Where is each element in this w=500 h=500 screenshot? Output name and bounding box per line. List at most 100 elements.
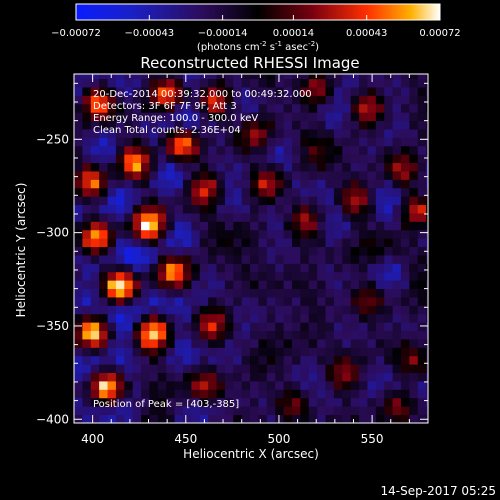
heatmap-cell: [124, 145, 134, 155]
heatmap-cell: [82, 74, 92, 80]
heatmap-cell: [400, 229, 410, 239]
heatmap-cell: [74, 406, 83, 415]
heatmap-cell: [317, 103, 326, 113]
heatmap-cell: [266, 120, 276, 130]
heatmap-cell: [317, 406, 326, 415]
heatmap-cell: [82, 112, 92, 122]
heatmap-cell: [241, 322, 251, 332]
heatmap-cell: [107, 87, 117, 96]
heatmap-cell: [417, 95, 427, 105]
heatmap-cell: [132, 95, 142, 105]
heatmap-cell: [384, 87, 393, 96]
heatmap-cell: [115, 297, 125, 306]
heatmap-cell: [166, 179, 176, 189]
heatmap-cell: [426, 372, 429, 382]
heatmap-cell: [250, 238, 259, 248]
heatmap-cell: [166, 74, 176, 80]
heatmap-cell: [141, 78, 150, 88]
heatmap-cell: [392, 297, 402, 306]
heatmap-cell: [342, 347, 352, 357]
heatmap-cell: [141, 120, 150, 130]
heatmap-cell: [291, 271, 301, 281]
heatmap-cell: [275, 322, 284, 332]
heatmap-cell: [90, 347, 100, 357]
heatmap-cell: [275, 154, 284, 164]
heatmap-cell: [224, 196, 234, 206]
heatmap-cell: [350, 95, 360, 105]
heatmap-cell: [342, 355, 352, 365]
heatmap-cell: [74, 171, 83, 180]
heatmap-cell: [291, 120, 301, 130]
heatmap-cell: [359, 406, 368, 415]
heatmap-cell: [359, 196, 368, 206]
heatmap-cell: [233, 372, 243, 382]
heatmap-cell: [115, 271, 125, 281]
heatmap-cell: [224, 204, 234, 214]
heatmap-cell: [141, 95, 150, 105]
heatmap-cell: [342, 213, 352, 222]
heatmap-cell: [384, 297, 393, 306]
heatmap-cell: [375, 355, 385, 365]
heatmap-cell: [99, 364, 108, 374]
heatmap-cell: [182, 238, 192, 248]
heatmap-cell: [141, 297, 150, 306]
heatmap-cell: [342, 78, 352, 88]
heatmap-cell: [233, 221, 243, 231]
heatmap-cell: [166, 112, 176, 122]
heatmap-cell: [342, 103, 352, 113]
heatmap-cell: [82, 179, 92, 189]
heatmap-cell: [275, 179, 284, 189]
heatmap-cell: [409, 305, 419, 315]
heatmap-cell: [392, 389, 402, 399]
heatmap-cell: [384, 347, 393, 357]
heatmap-cell: [367, 305, 377, 315]
heatmap-cell: [149, 397, 159, 407]
heatmap-cell: [107, 74, 117, 80]
heatmap-cell: [107, 414, 117, 424]
heatmap-cell: [291, 364, 301, 374]
heatmap-cell: [157, 372, 167, 382]
heatmap-cell: [392, 171, 402, 180]
heatmap-cell: [174, 78, 184, 88]
heatmap-cell: [182, 297, 192, 306]
heatmap-cell: [275, 187, 284, 197]
heatmap-cell: [350, 322, 360, 332]
heatmap-cell: [182, 364, 192, 374]
heatmap-cell: [409, 129, 419, 138]
heatmap-cell: [157, 154, 167, 164]
heatmap-cell: [174, 305, 184, 315]
heatmap-cell: [258, 372, 268, 382]
heatmap-cell: [224, 112, 234, 122]
heatmap-cell: [392, 263, 402, 273]
heatmap-cell: [182, 288, 192, 298]
heatmap-cell: [317, 414, 326, 424]
heatmap-cell: [266, 129, 276, 138]
heatmap-cell: [384, 406, 393, 415]
heatmap-cell: [191, 171, 201, 180]
heatmap-cell: [99, 112, 108, 122]
heatmap-cell: [233, 355, 243, 365]
heatmap-cell: [99, 204, 108, 214]
heatmap-cell: [132, 103, 142, 113]
heatmap-cell: [275, 297, 284, 306]
heatmap-cell: [208, 355, 217, 365]
heatmap-cell: [166, 78, 176, 88]
heatmap-cell: [350, 280, 360, 290]
heatmap-cell: [115, 112, 125, 122]
heatmap-cell: [241, 330, 251, 340]
heatmap-cell: [350, 229, 360, 239]
heatmap-cell: [400, 414, 410, 424]
heatmap-cell: [141, 288, 150, 298]
heatmap-cell: [149, 364, 159, 374]
heatmap-cell: [333, 397, 343, 407]
heatmap-cell: [375, 246, 385, 256]
heatmap-cell: [258, 145, 268, 155]
heatmap-cell: [191, 305, 201, 315]
heatmap-cell: [317, 297, 326, 306]
heatmap-cell: [74, 238, 83, 248]
heatmap-cell: [283, 171, 293, 180]
heatmap-cell: [166, 246, 176, 256]
heatmap-cell: [199, 204, 209, 214]
heatmap-cell: [90, 112, 100, 122]
heatmap-cell: [359, 95, 368, 105]
